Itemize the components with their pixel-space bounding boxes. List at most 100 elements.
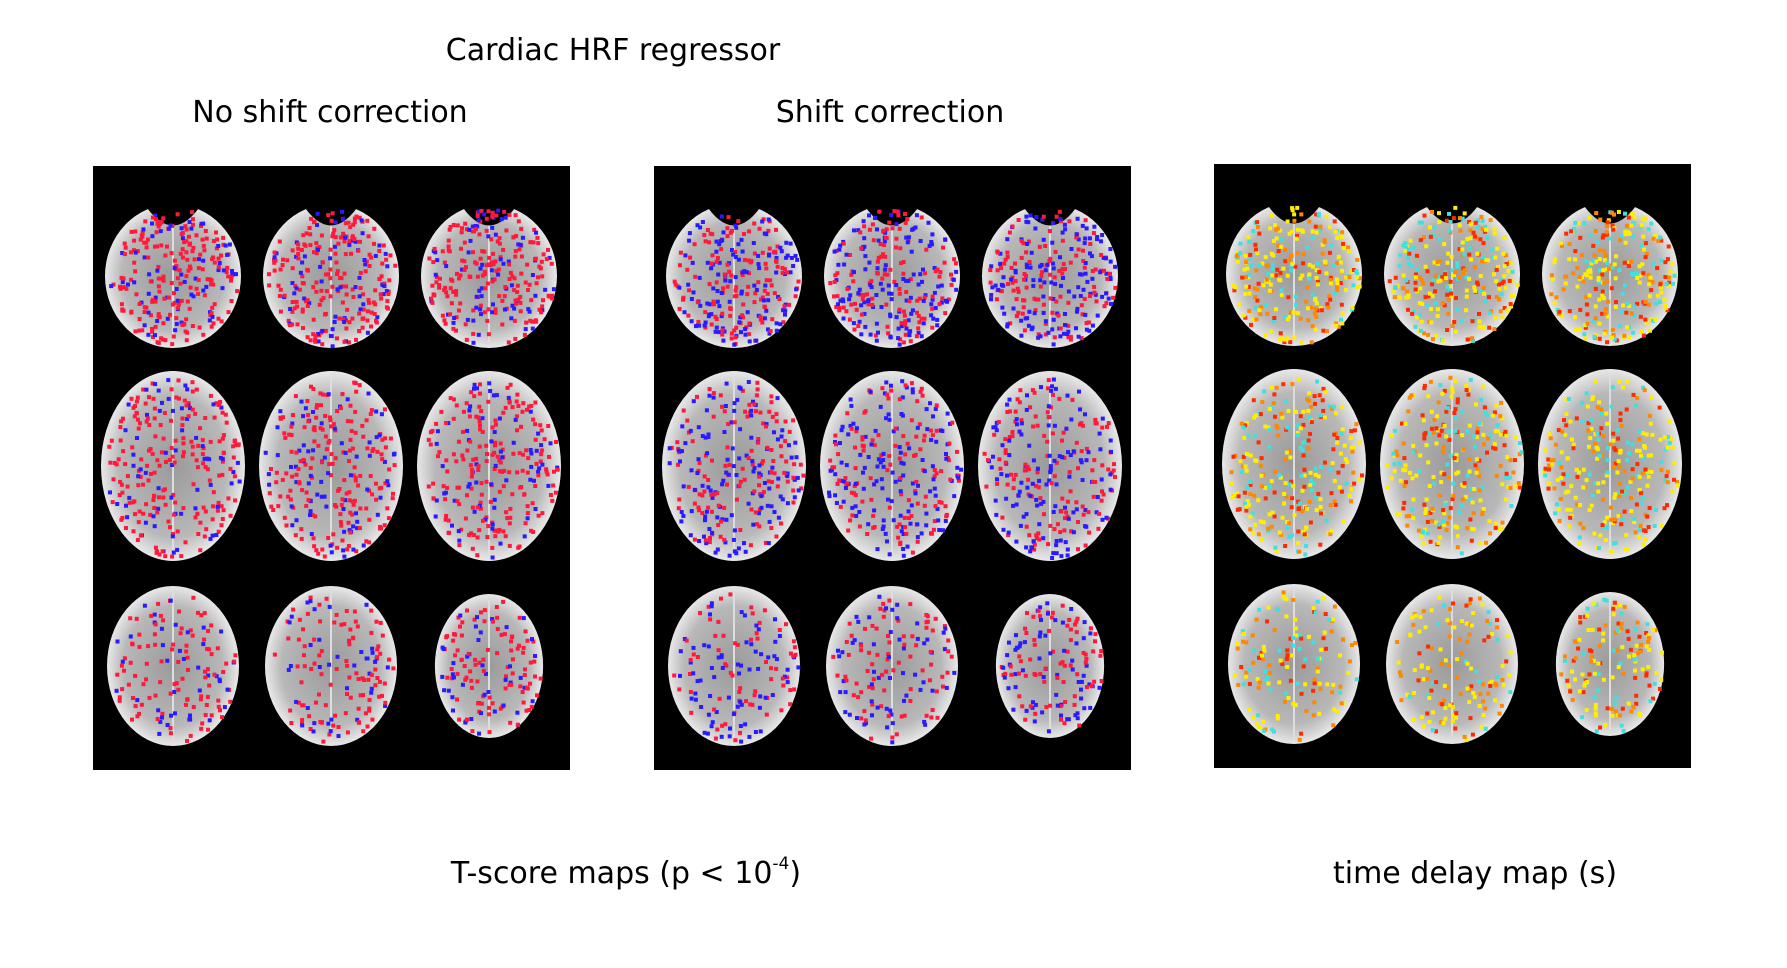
activation-voxel [308, 599, 313, 604]
activation-voxel [1571, 226, 1576, 231]
activation-voxel [910, 634, 915, 639]
activation-voxel [156, 708, 161, 713]
activation-voxel [335, 272, 340, 276]
activation-voxel [134, 411, 139, 416]
activation-voxel [502, 468, 507, 473]
activation-voxel [549, 261, 554, 266]
activation-voxel [186, 401, 191, 406]
activation-voxel [756, 627, 761, 632]
activation-voxel [1056, 313, 1061, 318]
activation-voxel [507, 521, 512, 526]
activation-voxel [879, 477, 884, 482]
activation-voxel [159, 243, 164, 248]
activation-voxel [508, 382, 513, 387]
activation-voxel [935, 323, 940, 328]
activation-voxel [1589, 261, 1594, 266]
activation-voxel [869, 497, 874, 502]
activation-voxel [719, 734, 724, 739]
activation-voxel [921, 680, 926, 685]
activation-voxel [930, 433, 935, 438]
activation-voxel [336, 241, 341, 246]
activation-voxel [742, 232, 746, 236]
activation-voxel [687, 288, 692, 293]
activation-voxel [375, 315, 380, 320]
activation-voxel [446, 530, 451, 535]
activation-voxel [314, 251, 319, 256]
activation-voxel [892, 279, 897, 284]
activation-voxel [320, 328, 325, 333]
activation-voxel [1093, 639, 1097, 644]
activation-voxel [1260, 484, 1264, 489]
activation-voxel [352, 609, 357, 614]
activation-voxel [310, 456, 315, 461]
activation-voxel [723, 722, 728, 727]
activation-voxel [1609, 263, 1614, 268]
activation-voxel [1061, 262, 1066, 267]
activation-voxel [781, 683, 786, 688]
activation-voxel [379, 296, 384, 301]
activation-voxel [1596, 276, 1601, 280]
activation-voxel [497, 489, 502, 494]
activation-voxel [844, 309, 849, 314]
activation-voxel [732, 328, 737, 333]
activation-voxel [155, 458, 160, 463]
activation-voxel [901, 277, 906, 281]
activation-voxel [289, 465, 293, 469]
activation-voxel [1019, 318, 1024, 323]
activation-voxel [230, 272, 235, 277]
activation-voxel [211, 255, 216, 260]
activation-voxel [1649, 221, 1654, 226]
brain-panel [93, 166, 570, 770]
activation-voxel [487, 730, 492, 735]
activation-voxel [381, 243, 386, 248]
activation-voxel [448, 312, 453, 317]
activation-voxel [339, 441, 344, 446]
activation-voxel [931, 414, 935, 419]
activation-voxel [1025, 242, 1030, 246]
activation-voxel [881, 614, 886, 619]
activation-voxel [1032, 311, 1037, 316]
activation-voxel [511, 440, 516, 445]
activation-voxel [308, 498, 313, 503]
activation-voxel [156, 224, 161, 229]
activation-voxel [163, 502, 168, 507]
activation-voxel [471, 318, 476, 323]
activation-voxel [172, 690, 177, 694]
activation-voxel [521, 616, 526, 621]
activation-voxel [757, 463, 762, 468]
activation-voxel [224, 270, 229, 275]
activation-voxel [711, 299, 716, 304]
activation-voxel [341, 548, 346, 553]
activation-voxel [1334, 277, 1339, 282]
activation-voxel [1022, 640, 1027, 645]
activation-voxel [1027, 259, 1032, 264]
activation-voxel [434, 421, 439, 426]
activation-voxel [860, 437, 865, 442]
activation-voxel [336, 488, 341, 493]
activation-voxel [539, 448, 544, 453]
activation-voxel [842, 262, 847, 267]
activation-voxel [509, 316, 514, 321]
activation-voxel [151, 498, 156, 502]
activation-voxel [476, 468, 481, 472]
activation-voxel [214, 533, 219, 537]
activation-voxel [326, 213, 331, 218]
activation-voxel [352, 663, 357, 668]
activation-voxel [1413, 324, 1418, 329]
activation-voxel [1422, 331, 1427, 336]
activation-voxel [328, 543, 333, 548]
activation-voxel [285, 258, 290, 263]
activation-voxel [498, 460, 503, 465]
activation-voxel [1319, 511, 1324, 516]
activation-voxel [1270, 273, 1275, 278]
activation-voxel [683, 253, 688, 258]
activation-voxel [899, 492, 904, 497]
activation-voxel [890, 740, 895, 745]
activation-voxel [320, 427, 325, 432]
activation-voxel [836, 302, 840, 307]
activation-voxel [1246, 284, 1251, 289]
activation-voxel [913, 672, 918, 677]
activation-voxel [307, 714, 312, 719]
activation-voxel [1593, 304, 1598, 309]
activation-voxel [383, 251, 388, 256]
